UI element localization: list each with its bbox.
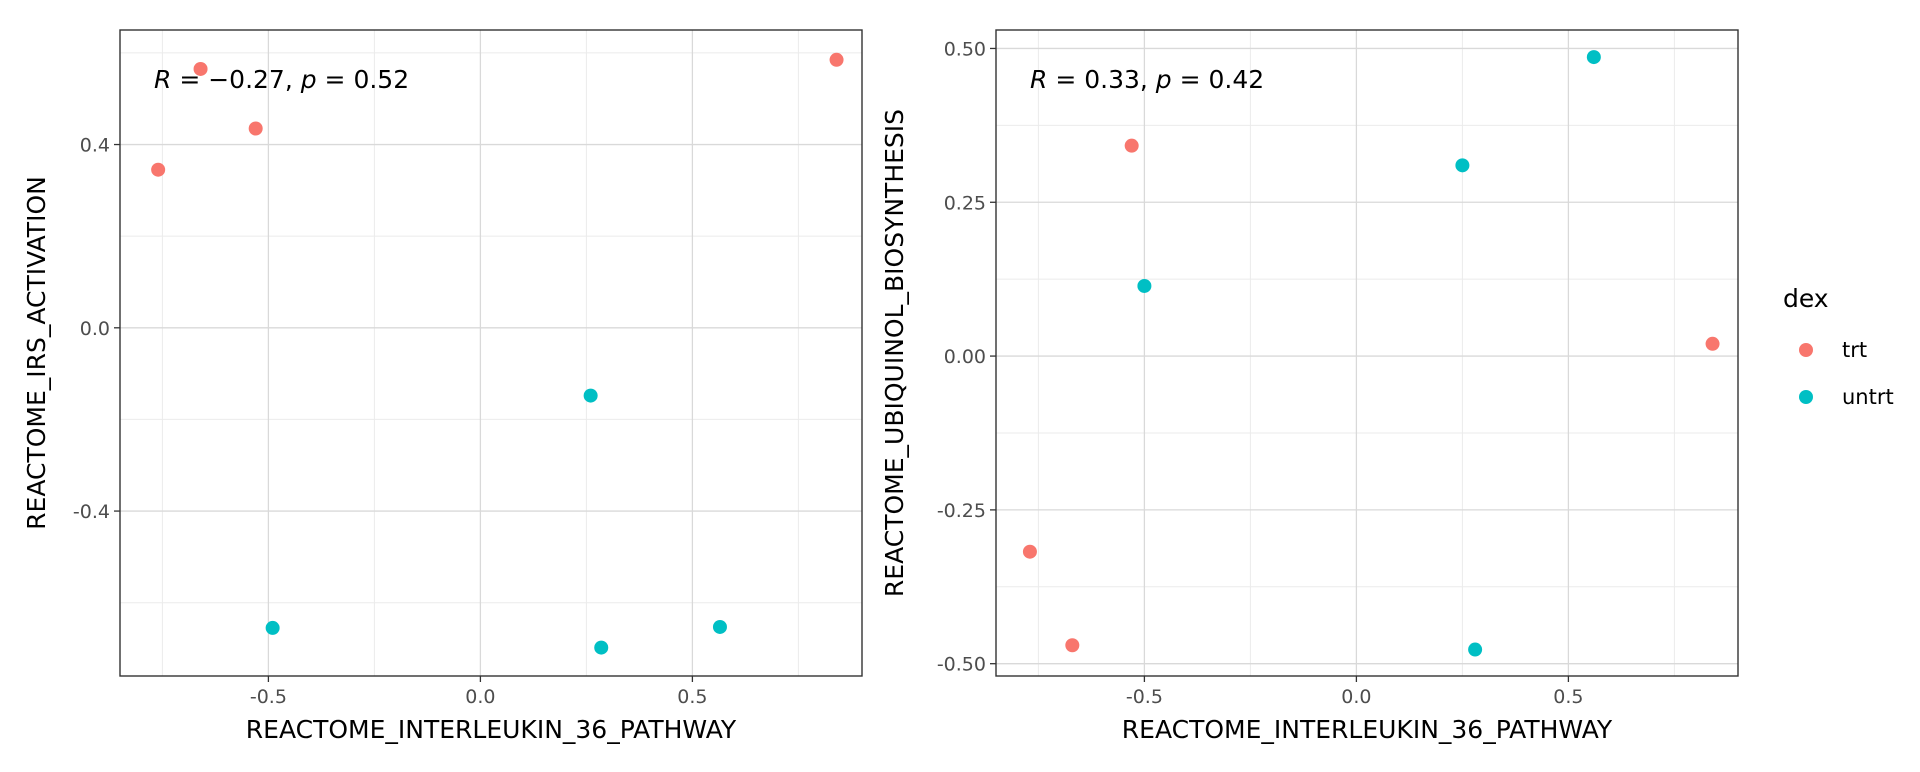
legend-label-trt: trt — [1842, 338, 1867, 362]
data-point-trt — [193, 61, 208, 76]
y-tick-label: 0.4 — [80, 135, 110, 157]
data-point-trt — [1022, 544, 1037, 559]
data-point-untrt — [712, 619, 727, 634]
p-value: = 0.42 — [1172, 65, 1265, 94]
legend-label-untrt: untrt — [1842, 385, 1894, 409]
panel-background — [120, 30, 862, 676]
panel-border — [119, 29, 863, 677]
x-axis-title: REACTOME_INTERLEUKIN_36_PATHWAY — [246, 715, 737, 744]
x-tick-label: 0.5 — [1553, 686, 1583, 708]
panel-background — [996, 30, 1738, 676]
y-tick-label: 0.50 — [944, 38, 986, 60]
data-point-trt — [829, 52, 844, 67]
data-point-trt — [1124, 138, 1139, 153]
x-tick-label: -0.5 — [1126, 686, 1163, 708]
r-label: R — [1030, 65, 1047, 94]
y-tick-label: 0.0 — [80, 318, 110, 340]
legend-key-trt — [1799, 343, 1813, 357]
x-tick-label: -0.5 — [250, 686, 287, 708]
y-tick-label: -0.4 — [73, 501, 110, 523]
data-point-untrt — [1468, 642, 1483, 657]
data-point-untrt — [265, 620, 280, 635]
r-value: = −0.27, — [171, 65, 300, 94]
data-point-trt — [1705, 336, 1720, 351]
x-axis-title: REACTOME_INTERLEUKIN_36_PATHWAY — [1122, 715, 1613, 744]
x-tick-label: 0.5 — [677, 686, 707, 708]
r-label: R — [154, 65, 171, 94]
y-tick-label: 0.00 — [944, 346, 986, 368]
y-tick-label: -0.25 — [937, 500, 986, 522]
y-axis-title: REACTOME_IRS_ACTIVATION — [22, 176, 51, 530]
panel-2: -0.5 0.0 0.5 -0.50 -0.25 0.00 0.25 0.50 REACTOME… — [880, 29, 1739, 744]
p-label: p — [1155, 65, 1172, 94]
x-tick-label: 0.0 — [465, 686, 495, 708]
data-point-trt — [151, 162, 166, 177]
y-tick-label: -0.50 — [937, 654, 986, 676]
data-point-trt — [1065, 638, 1080, 653]
data-point-untrt — [594, 640, 609, 655]
panel-border — [995, 29, 1739, 677]
p-value: = 0.52 — [317, 65, 410, 94]
data-point-untrt — [1137, 278, 1152, 293]
x-tick-label: 0.0 — [1341, 686, 1371, 708]
legend-title: dex — [1783, 284, 1829, 313]
correlation-annotation: R = 0.33, p = 0.42 — [1030, 65, 1264, 94]
data-point-untrt — [1455, 158, 1470, 173]
legend: dex trt untrt — [1783, 284, 1894, 409]
y-tick-label: 0.25 — [944, 192, 986, 214]
panel-1: -0.5 0.0 0.5 -0.4 0.0 0.4 REACTOME_INTERLEUKIN… — [22, 29, 863, 744]
data-point-untrt — [583, 388, 598, 403]
legend-key-untrt — [1799, 390, 1813, 404]
p-label: p — [300, 65, 317, 94]
data-point-untrt — [1586, 50, 1601, 65]
correlation-annotation: R = −0.27, p = 0.52 — [154, 65, 409, 94]
y-axis-title: REACTOME_UBIQUINOL_BIOSYNTHESIS — [880, 109, 909, 597]
r-value: = 0.33, — [1047, 65, 1155, 94]
data-point-trt — [248, 121, 263, 136]
